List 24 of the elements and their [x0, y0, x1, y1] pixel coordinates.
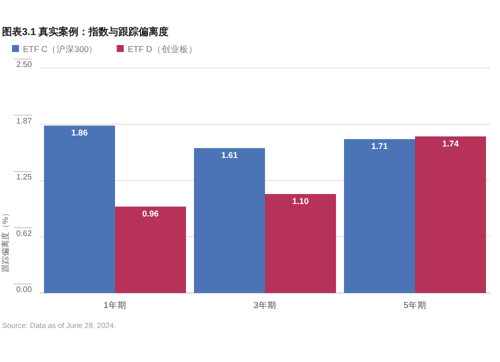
bar: [115, 206, 186, 293]
data-label: 1.71: [371, 141, 388, 152]
legend-label: ETF C（沪深300）: [23, 44, 98, 54]
bar: [194, 148, 265, 293]
data-label: 0.96: [142, 208, 160, 219]
data-label: 1.74: [442, 138, 460, 148]
x-tick-label: 3年期: [254, 300, 276, 310]
x-tick-label: 5年期: [404, 300, 426, 310]
y-tick-label: 1.25: [16, 172, 32, 182]
bar: [44, 126, 115, 293]
data-label: 1.61: [221, 150, 238, 160]
bar: [415, 136, 486, 293]
y-tick-label: 0.00: [16, 285, 32, 294]
data-label: 1.86: [71, 128, 88, 138]
y-tick-label: 0.62: [16, 228, 32, 238]
y-axis-title: 跟踪偏离度（%）: [1, 208, 10, 272]
y-tick-label: 1.87: [16, 116, 32, 126]
y-tick-label: 2.50: [16, 60, 32, 69]
x-tick-label: 1年期: [104, 300, 126, 310]
legend-label: ETF D（创业板）: [128, 44, 198, 54]
bar: [344, 139, 415, 293]
data-label: 1.10: [292, 196, 310, 206]
bar: [265, 194, 336, 293]
chart-title: 图表3.1 真实案例：指数与跟踪偏离度: [2, 26, 169, 38]
